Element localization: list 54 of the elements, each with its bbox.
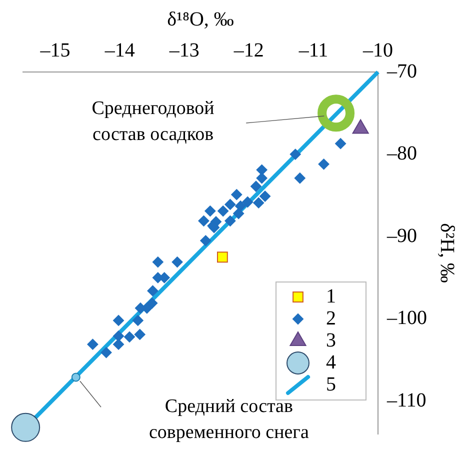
point bbox=[224, 198, 236, 210]
annotation: Среднегодовой состав осадков bbox=[92, 98, 214, 146]
point bbox=[250, 180, 262, 192]
point bbox=[113, 330, 124, 342]
point bbox=[290, 148, 301, 160]
y-tick-label: –80 bbox=[386, 142, 417, 165]
point bbox=[152, 256, 164, 268]
y-tick-label: –100 bbox=[386, 307, 427, 330]
annotation: Средний состав современного снега bbox=[148, 396, 310, 444]
point bbox=[233, 208, 244, 220]
y-axis-title: δ²H, ‰ bbox=[436, 223, 458, 283]
point bbox=[132, 314, 144, 326]
point bbox=[260, 190, 271, 202]
point bbox=[200, 235, 212, 246]
x-tick-label: –10 bbox=[362, 39, 393, 62]
y-tick-label: –90 bbox=[386, 224, 417, 247]
point bbox=[204, 206, 216, 217]
point bbox=[71, 372, 80, 382]
point bbox=[216, 252, 228, 263]
x-tick-label: –12 bbox=[232, 39, 264, 62]
legend-label: 3 bbox=[326, 329, 336, 352]
y-tick-label: –110 bbox=[386, 389, 426, 412]
point bbox=[100, 347, 112, 358]
y-tick-label: –70 bbox=[386, 60, 417, 82]
legend-label: 2 bbox=[326, 307, 336, 330]
x-tick-label: –13 bbox=[168, 39, 200, 62]
x-tick-label: –14 bbox=[104, 39, 135, 62]
legend-label: 4 bbox=[326, 351, 336, 374]
point bbox=[294, 172, 306, 184]
point bbox=[87, 338, 98, 350]
x-tick-label: –15 bbox=[39, 39, 70, 62]
point bbox=[318, 158, 330, 170]
point bbox=[134, 328, 146, 340]
x-axis-title: δ¹⁸O, ‰ bbox=[167, 8, 234, 30]
point bbox=[113, 338, 124, 350]
point bbox=[335, 138, 346, 150]
point bbox=[318, 94, 355, 132]
legend-label: 5 bbox=[326, 373, 336, 396]
point bbox=[113, 314, 124, 326]
point bbox=[11, 412, 40, 442]
point bbox=[256, 172, 268, 184]
point bbox=[253, 197, 264, 208]
point bbox=[147, 285, 158, 296]
point bbox=[198, 215, 210, 226]
legend-label: 1 bbox=[326, 285, 336, 308]
point bbox=[124, 331, 135, 342]
point bbox=[172, 256, 183, 268]
point bbox=[231, 189, 242, 200]
point bbox=[235, 200, 246, 212]
point bbox=[242, 196, 254, 208]
point bbox=[256, 164, 268, 176]
point bbox=[218, 206, 229, 217]
point bbox=[224, 215, 236, 226]
x-tick-label: –11 bbox=[298, 39, 328, 62]
